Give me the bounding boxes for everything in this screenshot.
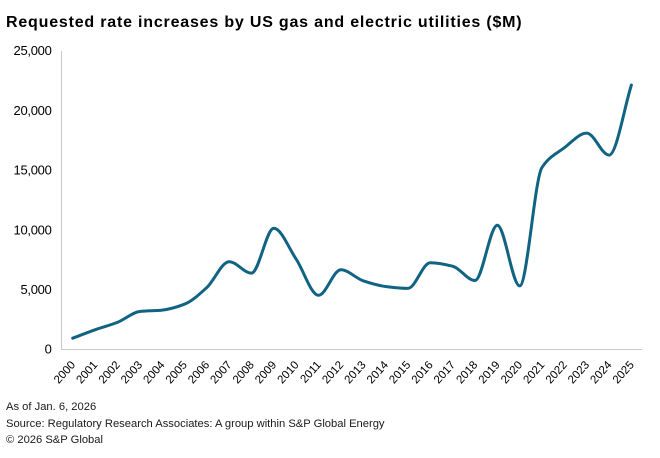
svg-text:20,000: 20,000 <box>14 103 52 118</box>
svg-text:As of Jan. 6, 2026: As of Jan. 6, 2026 <box>6 401 96 413</box>
svg-text:0: 0 <box>45 342 52 357</box>
svg-text:10,000: 10,000 <box>14 222 52 237</box>
svg-text:© 2026 S&P Global: © 2026 S&P Global <box>6 434 103 446</box>
svg-text:15,000: 15,000 <box>14 163 52 178</box>
svg-text:25,000: 25,000 <box>14 43 52 58</box>
svg-text:Source: Regulatory Research As: Source: Regulatory Research Associates: … <box>6 418 385 430</box>
svg-text:5,000: 5,000 <box>20 282 51 297</box>
svg-text:Requested rate increases by US: Requested rate increases by US gas and e… <box>6 14 522 31</box>
